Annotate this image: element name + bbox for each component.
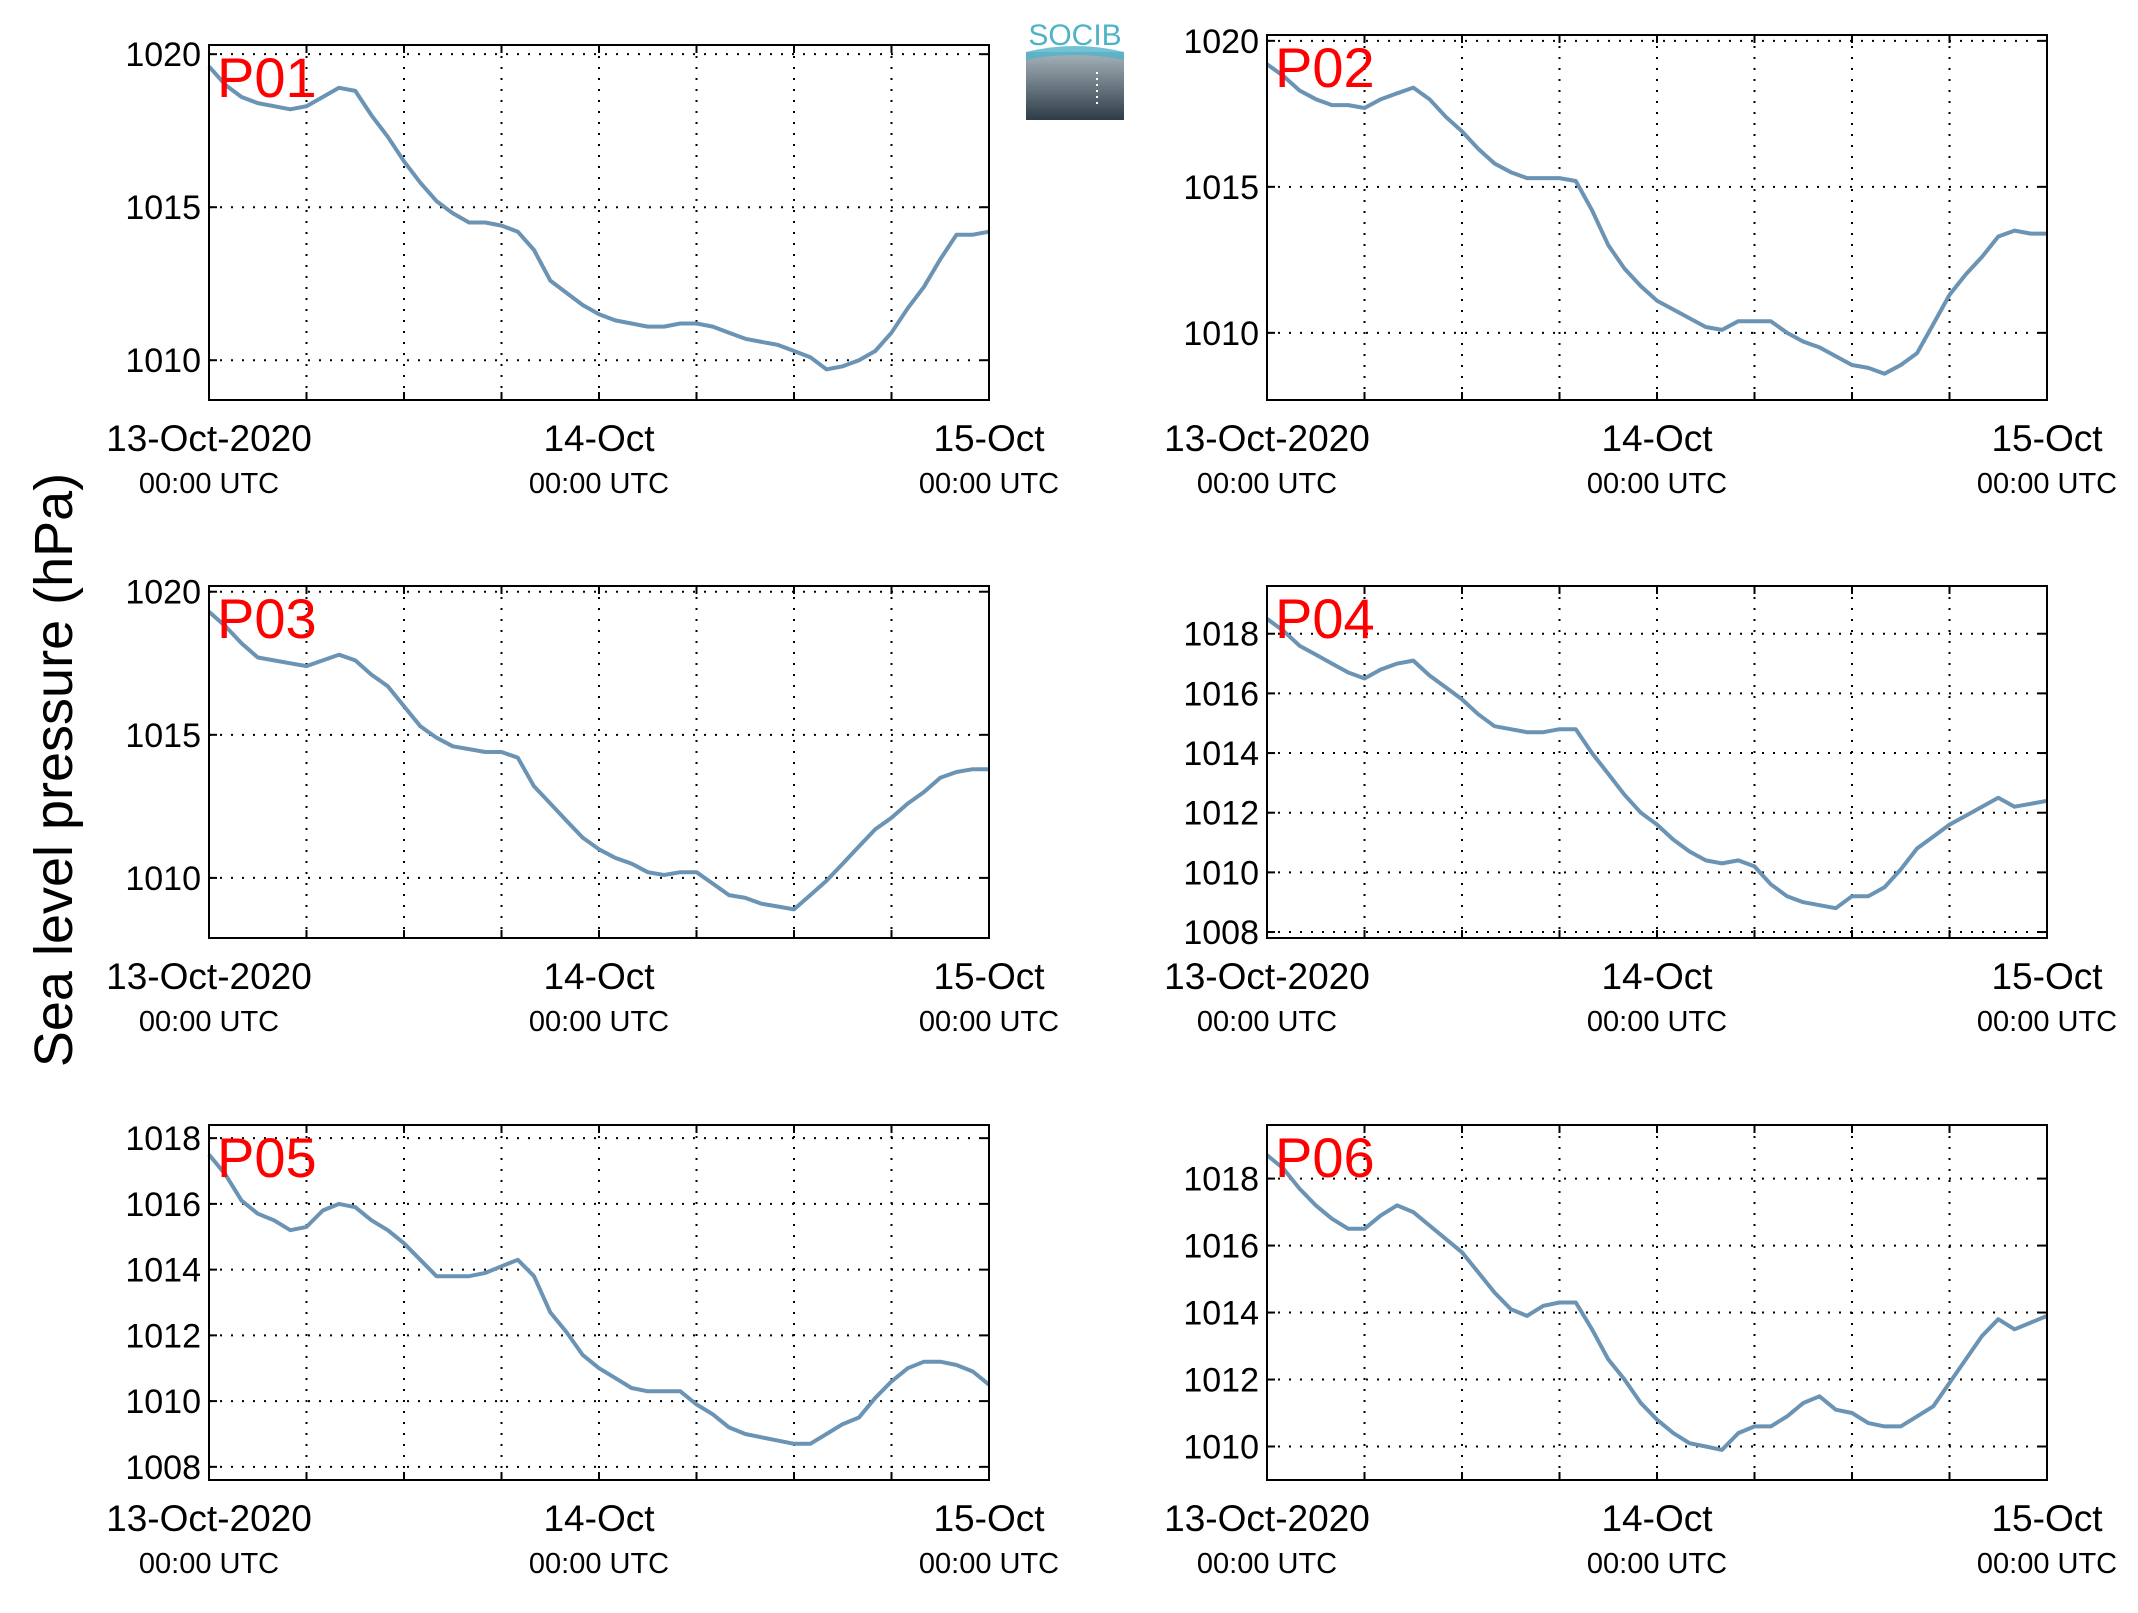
logo-block [1026, 52, 1124, 120]
x-tick-sublabel: 00:00 UTC [529, 1548, 669, 1580]
x-tick-sublabel: 00:00 UTC [139, 1006, 279, 1038]
panel-label: P06 [1275, 1126, 1375, 1189]
panel-label: P05 [217, 1126, 317, 1189]
panel-p05: 1008 1010 1012 1014 1016 1018 13-Oct-2020 00:00… [106, 1120, 1059, 1580]
y-tick-label: 1014 [125, 1252, 201, 1290]
x-tick-label: 14-Oct [543, 418, 655, 459]
series-line [207, 610, 989, 912]
series-line [1265, 62, 2047, 376]
x-tick-label: 14-Oct [543, 1498, 655, 1539]
x-tick-label: 14-Oct [543, 956, 655, 997]
x-tick-label: 15-Oct [933, 418, 1045, 459]
axes-frame [208, 585, 990, 939]
y-tick-label: 1008 [1183, 914, 1259, 952]
panel-label: P04 [1275, 587, 1375, 650]
y-tick-label: 1020 [125, 36, 201, 74]
x-tick-sublabel: 00:00 UTC [1587, 1548, 1727, 1580]
panel-p02: 1010 1015 1020 13-Oct-2020 00:00 UTC 14-Oct 00… [1164, 23, 2117, 500]
y-tick-label: 1018 [1183, 1161, 1259, 1199]
y-tick-label: 1015 [1183, 169, 1259, 207]
y-tick-label: 1020 [1183, 23, 1259, 61]
socib-logo: SOCIB [1026, 19, 1124, 120]
y-tick-label: 1014 [1183, 735, 1259, 773]
y-tick-label: 1014 [1183, 1295, 1259, 1333]
y-tick-label: 1010 [125, 342, 201, 380]
y-tick-label: 1010 [1183, 854, 1259, 892]
axes-frame [1266, 34, 2048, 401]
x-tick-label: 13-Oct-2020 [106, 418, 312, 459]
series-line [207, 1153, 991, 1446]
y-tick-label: 1016 [1183, 1228, 1259, 1266]
logo-text: SOCIB [1028, 19, 1121, 52]
x-tick-label: 15-Oct [1991, 956, 2103, 997]
panel-label: P01 [217, 46, 317, 109]
x-tick-sublabel: 00:00 UTC [1977, 1006, 2117, 1038]
x-tick-sublabel: 00:00 UTC [1587, 468, 1727, 500]
x-tick-sublabel: 00:00 UTC [139, 468, 279, 500]
x-tick-label: 14-Oct [1601, 956, 1713, 997]
x-tick-sublabel: 00:00 UTC [1587, 1006, 1727, 1038]
x-tick-label: 15-Oct [1991, 418, 2103, 459]
x-tick-sublabel: 00:00 UTC [1977, 468, 2117, 500]
y-tick-label: 1015 [125, 717, 201, 755]
panel-p06: 1010 1012 1014 1016 1018 13-Oct-2020 00:00 UTC… [1164, 1124, 2117, 1580]
panel-label: P02 [1275, 36, 1375, 99]
x-tick-sublabel: 00:00 UTC [529, 468, 669, 500]
panel-p03: 1010 1015 1020 13-Oct-2020 00:00 UTC 14-Oct 00… [106, 574, 1059, 1038]
x-tick-label: 13-Oct-2020 [1164, 956, 1370, 997]
axes-frame [208, 1124, 990, 1481]
y-tick-label: 1020 [125, 574, 201, 612]
y-tick-label: 1016 [125, 1186, 201, 1224]
x-tick-sublabel: 00:00 UTC [1197, 1006, 1337, 1038]
x-tick-label: 13-Oct-2020 [1164, 1498, 1370, 1539]
x-tick-label: 15-Oct [1991, 1498, 2103, 1539]
series-line [1265, 617, 2048, 911]
y-tick-label: 1018 [125, 1120, 201, 1158]
x-tick-label: 15-Oct [933, 1498, 1045, 1539]
x-tick-label: 13-Oct-2020 [106, 956, 312, 997]
panel-p01: 1010 1015 1020 13-Oct-2020 00:00 UTC 14-Oct 00… [106, 36, 1059, 500]
y-tick-label: 1012 [1183, 1362, 1259, 1400]
y-tick-label: 1018 [1183, 616, 1259, 654]
x-tick-sublabel: 00:00 UTC [919, 1548, 1059, 1580]
y-tick-label: 1016 [1183, 675, 1259, 713]
y-tick-label: 1012 [125, 1317, 201, 1355]
y-tick-label: 1012 [1183, 795, 1259, 833]
logo-wave [1026, 46, 1124, 60]
y-tick-label: 1010 [1183, 1429, 1259, 1467]
y-tick-label: 1010 [1183, 315, 1259, 353]
x-tick-label: 15-Oct [933, 956, 1045, 997]
x-tick-label: 14-Oct [1601, 1498, 1713, 1539]
y-tick-label: 1010 [125, 860, 201, 898]
axes-frame [1266, 585, 2048, 939]
y-axis-label: Sea level pressure (hPa) [24, 473, 84, 1067]
panel-label: P03 [217, 587, 317, 650]
x-tick-sublabel: 00:00 UTC [529, 1006, 669, 1038]
x-tick-sublabel: 00:00 UTC [1977, 1548, 2117, 1580]
series-line [207, 65, 990, 372]
x-tick-label: 13-Oct-2020 [1164, 418, 1370, 459]
x-tick-sublabel: 00:00 UTC [919, 468, 1059, 500]
x-tick-sublabel: 00:00 UTC [919, 1006, 1059, 1038]
y-tick-label: 1015 [125, 189, 201, 227]
x-tick-sublabel: 00:00 UTC [1197, 1548, 1337, 1580]
x-tick-label: 13-Oct-2020 [106, 1498, 312, 1539]
axes-frame [1266, 1124, 2048, 1481]
x-tick-sublabel: 00:00 UTC [139, 1548, 279, 1580]
panel-p04: 1008 1010 1012 1014 1016 1018 13-Oct-2020 00:00… [1164, 585, 2117, 1038]
y-tick-label: 1008 [125, 1449, 201, 1487]
x-tick-sublabel: 00:00 UTC [1197, 468, 1337, 500]
y-tick-label: 1010 [125, 1383, 201, 1421]
axes-frame [208, 44, 990, 401]
series-line [1265, 1153, 2048, 1452]
x-tick-label: 14-Oct [1601, 418, 1713, 459]
